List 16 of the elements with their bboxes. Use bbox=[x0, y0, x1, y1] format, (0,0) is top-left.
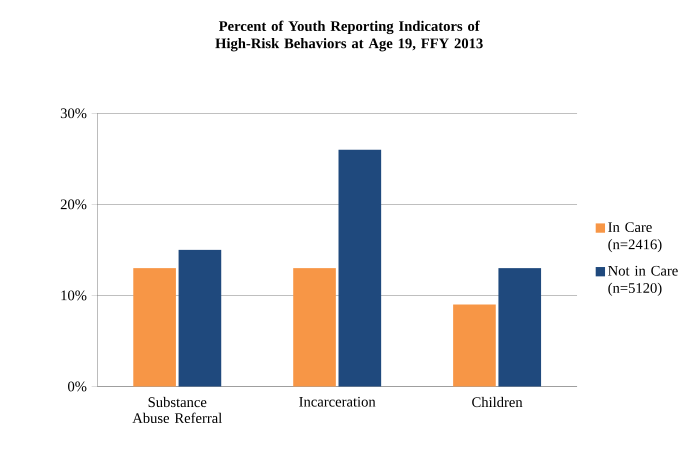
bar bbox=[453, 304, 496, 387]
y-tick-label: 10% bbox=[61, 290, 86, 300]
x-tick-label: Incarceration bbox=[299, 396, 376, 407]
legend-label: Not in Care (n=5120) bbox=[608, 266, 678, 296]
y-tick-label: 0% bbox=[68, 382, 86, 392]
bar bbox=[178, 250, 222, 387]
bar bbox=[338, 150, 382, 387]
chart-title: Percent of Youth Reporting Indicators of High-Risk Behaviors at Age 19, FFY 2013 bbox=[215, 20, 483, 52]
y-tick-label: 20% bbox=[60, 200, 86, 210]
bar bbox=[498, 268, 542, 387]
bar bbox=[293, 268, 336, 387]
x-tick-label: Children bbox=[472, 396, 522, 408]
y-tick-label: 30% bbox=[60, 108, 86, 118]
legend-label: In Care (n=2416) bbox=[608, 222, 662, 252]
bar bbox=[133, 268, 176, 387]
x-tick-label: Substance Abuse Referral bbox=[132, 396, 222, 424]
